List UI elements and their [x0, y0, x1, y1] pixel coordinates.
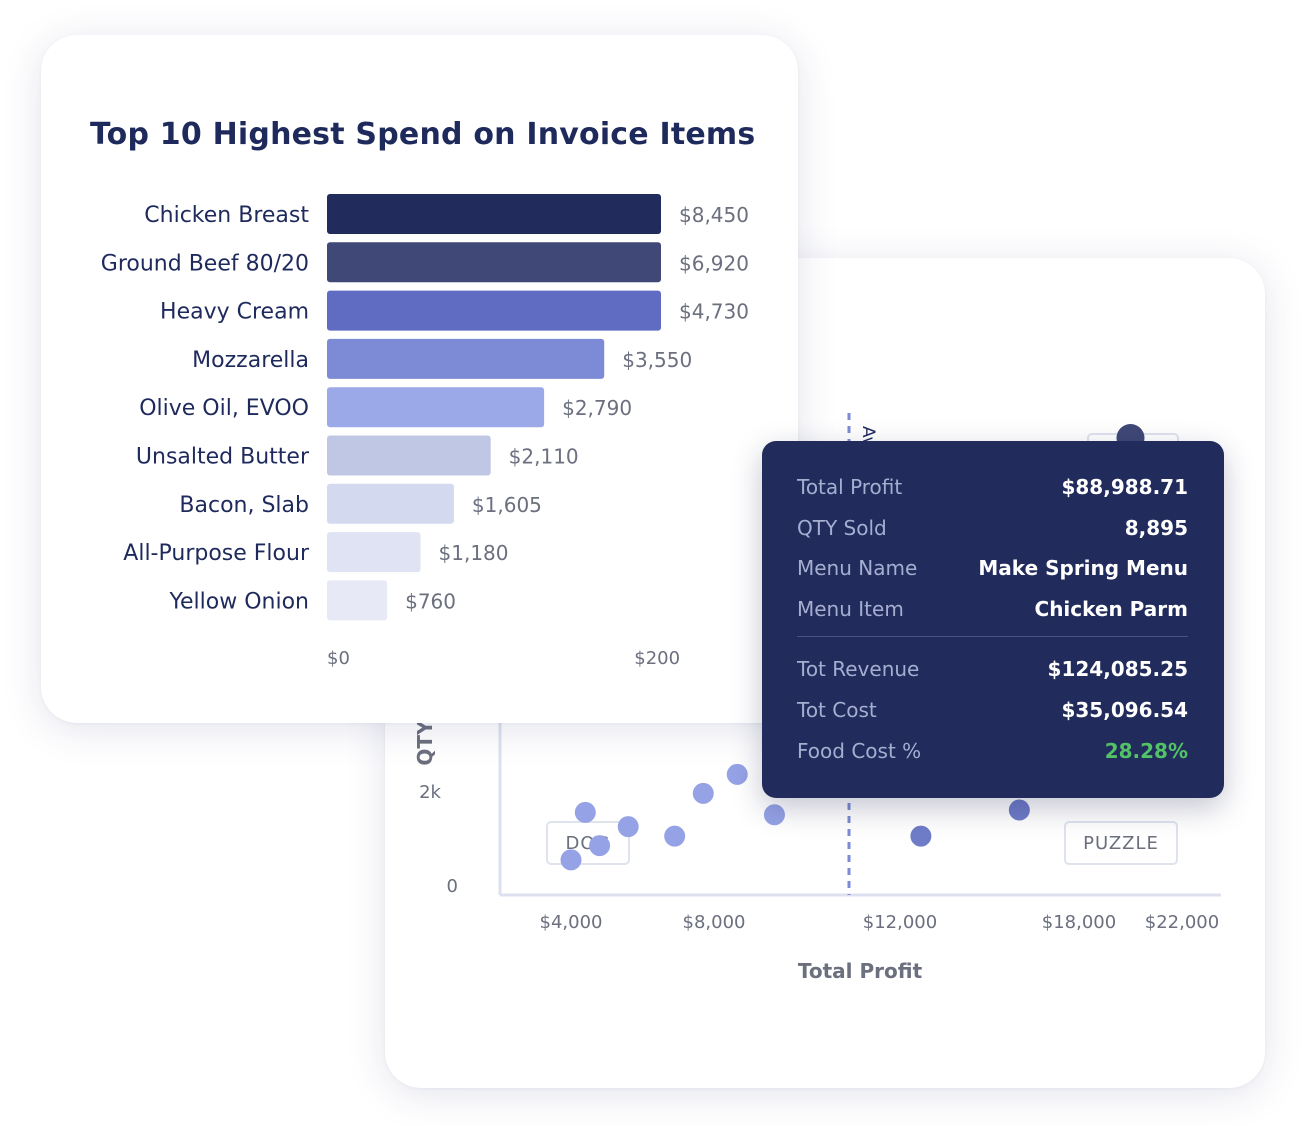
x-axis-title: Total Profit: [798, 959, 923, 983]
quadrant-tag-puzzle-label: PUZZLE: [1083, 833, 1159, 854]
bar-chart-card: Top 10 Highest Spend on Invoice Items Ch…: [41, 35, 798, 723]
tooltip-row-tot-cost: Tot Cost $35,096.54: [797, 695, 1188, 725]
bar-category-label-ground-beef-80-20: Ground Beef 80/20: [101, 251, 309, 276]
tooltip-value: 28.28%: [1104, 739, 1188, 763]
bar-value-label-yellow-onion: $760: [405, 589, 456, 613]
scatter-x-tick-label: $8,000: [683, 912, 746, 933]
scatter-point[interactable]: [617, 816, 639, 838]
tooltip-row-menu-item: Menu Item Chicken Parm: [797, 594, 1188, 624]
scatter-x-tick-label: $12,000: [863, 912, 937, 933]
bar-x-tick-label: $200: [634, 648, 680, 669]
bar-value-label-all-purpose-flour: $1,180: [439, 541, 509, 565]
quadrant-tag-dog: DOG: [546, 821, 630, 865]
bar-series: Chicken Breast $8,450 Ground Beef 80/20 $6,…: [101, 194, 749, 621]
scatter-x-tick-label: $4,000: [540, 912, 603, 933]
bar-category-label-mozzarella: Mozzarella: [192, 348, 309, 373]
tooltip-label: Food Cost %: [797, 739, 922, 763]
scatter-point[interactable]: [1008, 799, 1030, 821]
scatter-axis-ticks: $4,000 $8,000 $12,000 $18,000 $22,000 0 2k: [419, 782, 1219, 933]
bar-category-label-all-purpose-flour: All-Purpose Flour: [123, 541, 310, 566]
data-point-tooltip: Total Profit $88,988.71 QTY Sold 8,895 M…: [762, 441, 1224, 798]
tooltip-value: Chicken Parm: [1034, 597, 1188, 621]
tooltip-label: Tot Revenue: [797, 657, 920, 681]
scatter-point[interactable]: [910, 825, 932, 847]
bar-value-label-heavy-cream: $4,730: [679, 300, 749, 324]
tooltip-value: $35,096.54: [1061, 698, 1188, 722]
scatter-x-tick-label: $22,000: [1145, 912, 1219, 933]
tooltip-label: QTY Sold: [797, 516, 887, 540]
y-axis-title: QTY: [413, 720, 437, 766]
bar-mozzarella[interactable]: [327, 338, 605, 379]
bar-chart-title: Top 10 Highest Spend on Invoice Items: [90, 117, 756, 152]
bar-value-label-bacon-slab: $1,605: [472, 493, 542, 517]
bar-chicken-breast[interactable]: [327, 194, 661, 234]
bar-olive-oil-evoo[interactable]: [327, 387, 545, 428]
bar-chart: Chicken Breast $8,450 Ground Beef 80/20 $6,…: [101, 194, 749, 669]
bar-category-label-heavy-cream: Heavy Cream: [160, 300, 309, 325]
bar-category-label-bacon-slab: Bacon, Slab: [179, 493, 309, 518]
tooltip-value: Make Spring Menu: [978, 556, 1188, 580]
bar-value-label-olive-oil-evoo: $2,790: [562, 396, 632, 420]
tooltip-divider: [797, 636, 1188, 637]
tooltip-row-total-profit: Total Profit $88,988.71: [797, 472, 1188, 502]
tooltip-row-qty-sold: QTY Sold 8,895: [797, 513, 1188, 543]
bar-value-label-ground-beef-80-20: $6,920: [679, 251, 749, 275]
tooltip-row-food-cost-pct: Food Cost % 28.28%: [797, 736, 1188, 766]
tooltip-label: Tot Cost: [797, 698, 877, 722]
tooltip-value: $124,085.25: [1047, 657, 1188, 681]
scatter-y-tick-label: 0: [447, 876, 458, 897]
bar-x-axis-ticks: $0 $200: [327, 648, 680, 669]
scatter-point[interactable]: [574, 801, 596, 823]
scatter-point[interactable]: [560, 849, 582, 871]
tooltip-row-menu-name: Menu Name Make Spring Menu: [797, 553, 1188, 583]
bar-x-tick-label: $0: [327, 648, 350, 669]
tooltip-label: Menu Name: [797, 556, 918, 580]
quadrant-tag-puzzle-box: [1064, 821, 1178, 865]
scatter-point[interactable]: [664, 825, 686, 847]
scatter-x-tick-label: $18,000: [1042, 912, 1116, 933]
scatter-point[interactable]: [763, 804, 785, 826]
bar-value-label-chicken-breast: $8,450: [679, 203, 749, 227]
scatter-point[interactable]: [589, 835, 611, 857]
bar-category-label-unsalted-butter: Unsalted Butter: [136, 445, 310, 470]
bar-value-label-unsalted-butter: $2,110: [509, 445, 579, 469]
bar-heavy-cream[interactable]: [327, 290, 661, 331]
tooltip-row-tot-revenue: Tot Revenue $124,085.25: [797, 654, 1188, 684]
quadrant-tag-puzzle: PUZZLE: [1064, 821, 1178, 865]
bar-category-label-yellow-onion: Yellow Onion: [169, 589, 310, 614]
tooltip-value: $88,988.71: [1061, 475, 1188, 499]
tooltip-value: 8,895: [1124, 516, 1188, 540]
bar-bacon-slab[interactable]: [327, 483, 454, 524]
scatter-points: [560, 424, 1145, 871]
tooltip-label: Menu Item: [797, 597, 904, 621]
tooltip-label: Total Profit: [797, 475, 903, 499]
bar-all-purpose-flour[interactable]: [327, 532, 421, 573]
bar-ground-beef-80-20[interactable]: [327, 242, 661, 283]
bar-yellow-onion[interactable]: [327, 580, 388, 621]
bar-category-label-chicken-breast: Chicken Breast: [144, 203, 309, 228]
bar-value-label-mozzarella: $3,550: [622, 348, 692, 372]
bar-unsalted-butter[interactable]: [327, 435, 491, 476]
scatter-point[interactable]: [726, 763, 748, 785]
scatter-y-tick-label: 2k: [419, 782, 441, 803]
scatter-point[interactable]: [692, 782, 714, 804]
bar-category-label-olive-oil-evoo: Olive Oil, EVOO: [139, 396, 309, 421]
